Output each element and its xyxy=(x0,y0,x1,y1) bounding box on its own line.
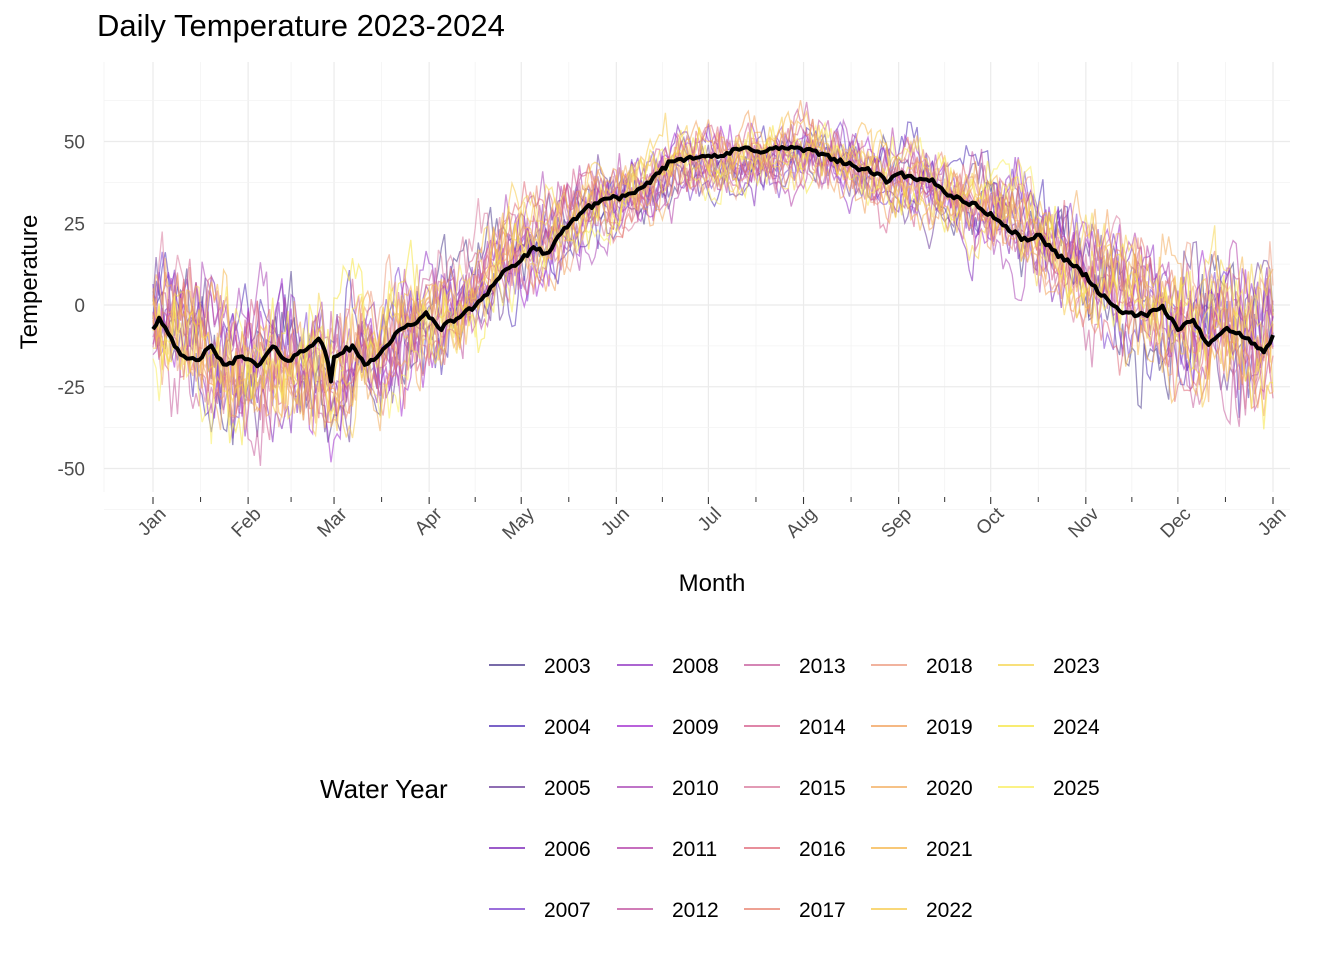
mean-series-line xyxy=(151,144,1275,384)
legend-entry-2013: 2013 xyxy=(744,655,846,678)
mean-line xyxy=(151,144,1275,384)
y-tick-label: 50 xyxy=(64,133,85,154)
legend-label: 2017 xyxy=(799,899,846,922)
grid-lines xyxy=(103,62,1290,510)
legend-entry-2017: 2017 xyxy=(744,899,846,922)
legend-label: 2013 xyxy=(799,655,846,678)
legend-label: 2010 xyxy=(672,777,719,800)
legend-entry-2005: 2005 xyxy=(489,777,591,800)
legend-entry-2016: 2016 xyxy=(744,838,846,861)
legend-entry-2007: 2007 xyxy=(489,899,591,922)
legend-label: 2019 xyxy=(926,716,973,739)
y-axis-title: Temperature xyxy=(16,215,43,350)
y-tick-label: 0 xyxy=(74,296,85,317)
legend-entry-2019: 2019 xyxy=(871,716,973,739)
year-line-2025 xyxy=(152,121,1274,445)
legend-entry-2008: 2008 xyxy=(617,655,719,678)
x-tick-label: Oct xyxy=(972,503,1008,539)
chart-title: Daily Temperature 2023-2024 xyxy=(97,8,505,43)
legend-label: 2005 xyxy=(544,777,591,800)
legend-label: 2007 xyxy=(544,899,591,922)
legend-entry-2011: 2011 xyxy=(617,838,717,861)
year-line-2009 xyxy=(152,122,1274,463)
legend-entry-2025: 2025 xyxy=(998,777,1100,800)
year-line-2021 xyxy=(152,109,1274,429)
legend-title: Water Year xyxy=(320,774,448,804)
legend-label: 2021 xyxy=(926,838,973,861)
year-line-2004 xyxy=(152,121,1274,433)
legend-entry-2020: 2020 xyxy=(871,777,973,800)
legend-entry-2010: 2010 xyxy=(617,777,719,800)
legend-entry-2004: 2004 xyxy=(489,716,591,739)
legend-label: 2023 xyxy=(1053,655,1100,678)
legend-label: 2011 xyxy=(672,838,717,861)
legend-label: 2009 xyxy=(672,716,719,739)
legend-entry-2022: 2022 xyxy=(871,899,973,922)
legend-label: 2008 xyxy=(672,655,719,678)
legend-label: 2025 xyxy=(1053,777,1100,800)
legend-entry-2006: 2006 xyxy=(489,838,591,861)
legend-label: 2006 xyxy=(544,838,591,861)
legend-entry-2024: 2024 xyxy=(998,716,1100,739)
legend-entry-2021: 2021 xyxy=(871,838,973,861)
legend-entry-2014: 2014 xyxy=(744,716,846,739)
legend-label: 2004 xyxy=(544,716,591,739)
y-tick-label: 25 xyxy=(64,214,85,235)
legend-entry-2012: 2012 xyxy=(617,899,719,922)
legend-entry-2015: 2015 xyxy=(744,777,846,800)
legend-entry-2009: 2009 xyxy=(617,716,719,739)
legend-label: 2024 xyxy=(1053,716,1100,739)
legend-label: 2016 xyxy=(799,838,846,861)
legend: Water Year 2003 2004 2005 2006 2007 2008 2009 2… xyxy=(320,655,1100,922)
legend-label: 2014 xyxy=(799,716,846,739)
x-tick-label: Apr xyxy=(411,503,447,539)
legend-entry-2003: 2003 xyxy=(489,655,591,678)
legend-label: 2012 xyxy=(672,899,719,922)
year-line-2018 xyxy=(152,140,1274,430)
y-tick-label: -25 xyxy=(58,378,85,399)
y-tick-label: -50 xyxy=(58,460,85,481)
legend-label: 2015 xyxy=(799,777,846,800)
year-line-2024 xyxy=(152,125,1274,446)
x-axis-ticks: Jan Feb Mar Apr May Jun Jul Aug Sep Oct Nov Dec Jan xyxy=(134,497,1291,544)
x-tick-label: Jul xyxy=(694,504,726,536)
legend-label: 2018 xyxy=(926,655,973,678)
legend-label: 2003 xyxy=(544,655,591,678)
y-axis-ticks: 50 25 0 -25 -50 xyxy=(58,133,85,481)
legend-entry-2023: 2023 xyxy=(998,655,1100,678)
legend-label: 2020 xyxy=(926,777,973,800)
x-axis-title: Month xyxy=(679,570,746,597)
legend-label: 2022 xyxy=(926,899,973,922)
legend-entry-2018: 2018 xyxy=(871,655,973,678)
year-line-2010 xyxy=(152,118,1274,398)
